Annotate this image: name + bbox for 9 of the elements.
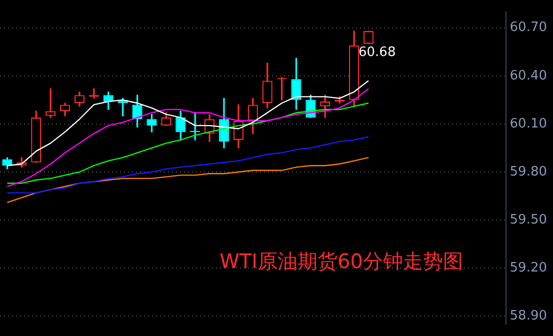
y-tick-label: 59.50 <box>510 212 547 228</box>
y-tick-label: 59.80 <box>510 164 547 180</box>
y-tick-label: 58.90 <box>510 308 547 324</box>
y-tick-label: 60.10 <box>510 116 547 132</box>
y-tick-label: 60.40 <box>510 68 547 84</box>
y-tick-label: 59.20 <box>510 260 547 276</box>
annotation: 60.68 <box>358 44 396 60</box>
text: WTI原油期货60分钟走势图 <box>220 248 463 275</box>
y-tick-label: 60.70 <box>510 20 547 36</box>
